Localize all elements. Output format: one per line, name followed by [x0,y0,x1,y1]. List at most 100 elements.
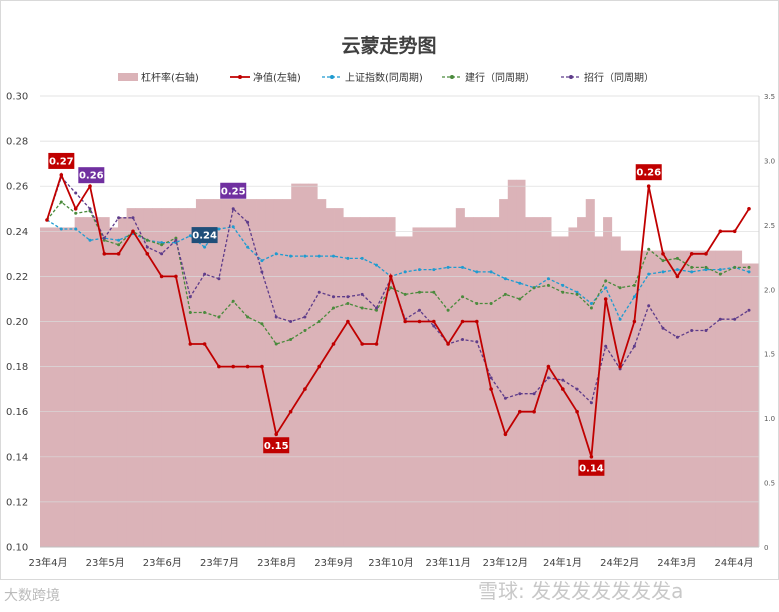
x-tick-label: 23年6月 [143,556,182,569]
data-point [661,259,665,263]
x-tick-label: 23年12月 [483,556,528,569]
y-tick-label: 0.22 [6,272,28,283]
data-point [733,317,737,321]
data-point [489,270,493,274]
legend-label: 净值(左轴) [253,71,301,84]
data-point [675,268,679,272]
leverage-bar [239,199,249,547]
data-point [188,311,192,314]
watermark-right: 雪球: 发发发发发发发a [478,579,684,603]
leverage-bar [325,208,335,548]
data-point [260,364,264,369]
data-label: 0.15 [263,437,290,454]
data-point [647,247,651,251]
data-label-text: 0.15 [264,441,289,452]
legend: 杠杆率(右轴) 净值(左轴) 上证指数(同周期) 建行（同周期） 招行（同周期） [118,71,654,84]
data-point [188,295,192,299]
legend-marker [450,75,454,79]
data-point [332,306,335,310]
legend-entry: 杠杆率(右轴) [118,71,199,84]
leverage-bar [473,217,483,547]
data-point [231,299,235,303]
data-point [174,236,178,240]
y-tick-label: 0.10 [6,543,28,554]
data-label-text: 0.26 [636,168,661,179]
data-point [489,302,493,305]
data-point [375,306,378,310]
leverage-bar [117,217,128,547]
data-point [689,252,694,256]
data-point [117,216,121,220]
data-point [403,292,407,296]
data-point [317,364,322,369]
data-label: 0.24 [191,227,218,244]
y2-tick-label: 0.5 [764,480,775,488]
data-point [117,238,121,242]
leverage-bar [611,236,621,547]
leverage-bar [317,199,327,547]
series-line [46,201,749,345]
x-tick-label: 23年9月 [314,556,353,569]
data-point [360,256,364,260]
leverage-bar [213,199,223,547]
legend-entry: 上证指数(同周期) [322,71,423,84]
data-point [503,432,508,437]
legend-entry: 招行（同周期） [561,71,654,84]
data-point [217,277,221,281]
data-point [532,409,536,414]
y-tick-label: 0.24 [6,227,28,238]
leverage-bar [646,250,656,547]
data-point [432,290,436,294]
data-point [561,290,565,294]
data-point [403,319,408,324]
data-point [446,342,450,346]
leverage-bar [377,217,387,547]
data-point [203,272,207,276]
leverage-bar [386,217,396,547]
data-point [646,184,651,188]
data-point [461,265,464,269]
data-point [432,324,436,328]
leverage-bar [525,217,535,547]
data-point [332,254,335,258]
leverage-bar [516,179,526,547]
data-point [260,270,264,274]
series-line [46,172,750,458]
leverage-bar [542,217,552,547]
data-point [360,306,364,310]
data-point [732,229,737,234]
data-point [575,387,579,391]
leverage-bar [663,250,673,547]
x-tick-label: 24年1月 [543,556,582,569]
leverage-bar [715,250,725,547]
data-point [145,252,150,256]
leverage-bar [481,217,491,547]
leverage-bar [603,217,613,547]
data-point [475,340,479,344]
data-point [632,344,636,348]
data-point [518,392,522,396]
data-point [331,342,336,346]
leverage-bar [655,250,665,547]
x-tick-label: 23年5月 [86,556,125,569]
data-point [446,265,450,269]
x-tick-label: 23年4月 [28,556,67,569]
data-point [604,279,608,283]
data-label-box [220,182,247,199]
leverage-bar [490,217,500,547]
y-tick-label: 0.28 [6,137,28,148]
y2-tick-label: 1.0 [764,415,775,423]
data-point [704,265,708,269]
leverage-bar [594,236,604,547]
legend-label: 建行（同周期） [465,71,535,84]
data-point [675,335,679,339]
leverage-bar [343,217,353,547]
y-tick-label: 0.20 [6,317,28,328]
data-label-text: 0.14 [579,463,604,474]
data-point [203,311,207,314]
data-point [747,207,751,211]
data-point [174,274,178,279]
data-point [475,270,479,274]
x-tick-label: 24年4月 [714,556,753,569]
data-point [747,265,751,269]
